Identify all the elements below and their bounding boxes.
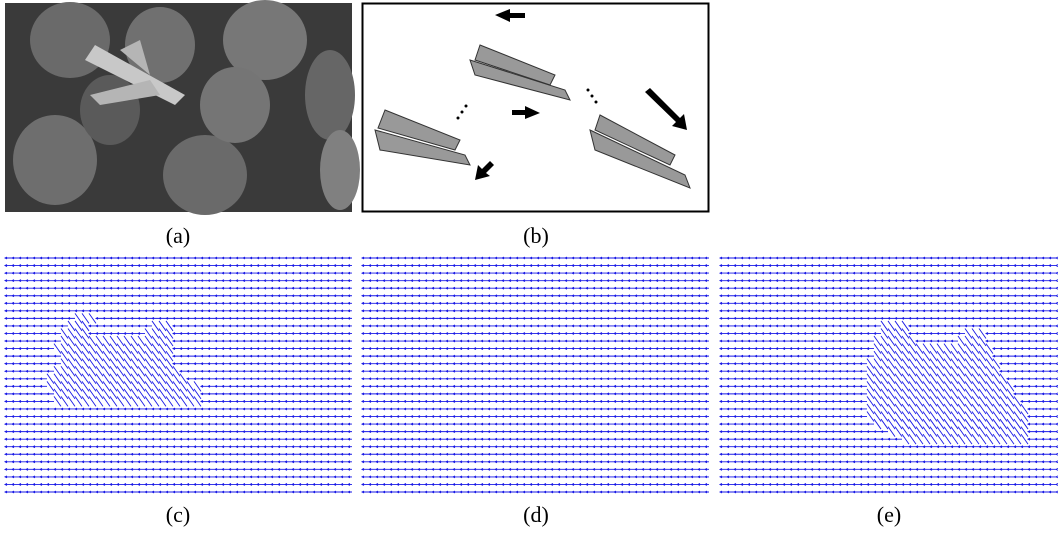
caption: (e)	[877, 502, 901, 527]
photo-crowd	[5, 0, 360, 215]
caption: (c)	[166, 502, 190, 527]
flow-field	[3, 256, 352, 494]
flow-field	[360, 256, 709, 494]
caption: (d)	[523, 502, 549, 527]
motion-illustration	[361, 2, 710, 213]
caption: (a)	[166, 223, 190, 248]
caption: (b)	[523, 223, 549, 248]
flow-field	[718, 256, 1058, 494]
